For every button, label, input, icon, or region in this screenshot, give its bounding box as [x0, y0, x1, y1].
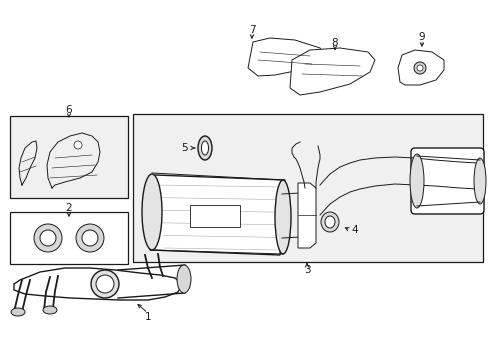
Ellipse shape	[473, 158, 485, 204]
Text: 1: 1	[144, 312, 151, 322]
Text: 3: 3	[303, 265, 310, 275]
Bar	[133, 114, 482, 262]
Circle shape	[82, 230, 98, 246]
Ellipse shape	[325, 216, 334, 228]
Text: 5: 5	[182, 143, 188, 153]
Ellipse shape	[320, 212, 338, 232]
Polygon shape	[297, 183, 315, 248]
Bar	[10, 116, 128, 198]
Polygon shape	[247, 38, 325, 76]
Bar	[10, 212, 128, 264]
Ellipse shape	[11, 308, 25, 316]
FancyBboxPatch shape	[410, 148, 483, 214]
Polygon shape	[289, 48, 374, 95]
Circle shape	[413, 62, 425, 74]
Text: 2: 2	[65, 203, 72, 213]
Circle shape	[40, 230, 56, 246]
Circle shape	[416, 65, 422, 71]
Polygon shape	[14, 268, 182, 300]
Text: 4: 4	[351, 225, 358, 235]
Text: 8: 8	[331, 38, 338, 48]
Text: 7: 7	[248, 25, 255, 35]
Ellipse shape	[198, 136, 212, 160]
Ellipse shape	[177, 265, 191, 293]
Ellipse shape	[274, 180, 290, 254]
Circle shape	[74, 141, 82, 149]
Ellipse shape	[43, 306, 57, 314]
Circle shape	[96, 275, 114, 293]
Circle shape	[91, 270, 119, 298]
Polygon shape	[150, 175, 285, 255]
Ellipse shape	[142, 174, 162, 250]
Circle shape	[34, 224, 62, 252]
Ellipse shape	[201, 141, 208, 155]
Ellipse shape	[409, 154, 423, 208]
Bar	[190, 205, 240, 227]
Circle shape	[76, 224, 104, 252]
Text: 9: 9	[418, 32, 425, 42]
Text: 6: 6	[65, 105, 72, 115]
Polygon shape	[397, 50, 443, 85]
